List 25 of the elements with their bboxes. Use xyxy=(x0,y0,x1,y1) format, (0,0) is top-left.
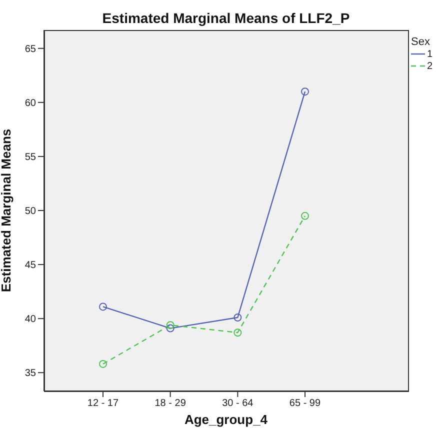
y-tick-label: 45 xyxy=(24,260,36,272)
y-tick-label: 60 xyxy=(24,98,36,109)
x-tick-label: 12 - 17 xyxy=(87,398,119,410)
y-tick-label: 40 xyxy=(24,314,36,326)
y-tick-label: 50 xyxy=(24,206,36,218)
x-axis-title: Age_group_4 xyxy=(183,412,269,427)
legend-label: 1 xyxy=(427,48,433,60)
x-tick-label: 30 - 64 xyxy=(222,398,254,410)
y-tick-label: 35 xyxy=(24,368,36,380)
y-tick-label: 55 xyxy=(24,152,36,164)
x-tick-label: 65 - 99 xyxy=(289,398,321,410)
point xyxy=(99,360,107,368)
y-tick-label: 65 xyxy=(24,44,36,55)
legend-label: 2 xyxy=(427,60,433,72)
point xyxy=(234,314,242,322)
point xyxy=(234,328,242,337)
point xyxy=(166,321,174,330)
point xyxy=(99,302,107,311)
point xyxy=(301,212,309,220)
y-axis-title: Estimated Marginal Means xyxy=(0,128,14,292)
legend-title: Sex xyxy=(411,36,431,48)
x-tick-label: 18 - 29 xyxy=(154,398,186,410)
point xyxy=(301,88,309,96)
chart-title: Estimated Marginal Means of LLF2_P xyxy=(101,10,351,26)
point xyxy=(166,324,174,332)
